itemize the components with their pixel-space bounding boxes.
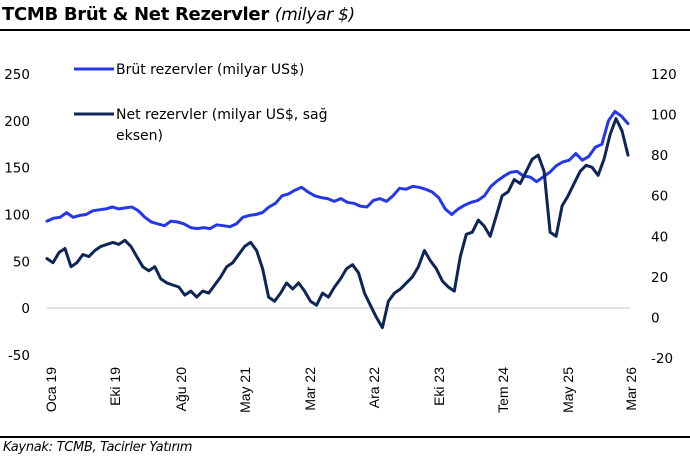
series-line-gross-reserves <box>45 110 630 231</box>
x-tick-label: Ağu 20 <box>173 367 189 412</box>
series-line-net-reserves <box>45 117 630 330</box>
x-tick-label: May 21 <box>237 367 253 413</box>
left-tick-label: 200 <box>4 114 30 130</box>
legend-label-gross: Brüt rezervler (milyar US$) <box>116 62 304 78</box>
chart-title: TCMB Brüt & Net Rezervler (milyar $) <box>2 4 355 25</box>
x-tick-label: Ara 22 <box>366 367 382 408</box>
x-tick-label: May 25 <box>560 367 576 413</box>
right-tick-label: 40 <box>651 229 668 245</box>
right-tick-label: 120 <box>651 67 677 83</box>
right-tick-label: 20 <box>651 270 668 286</box>
left-tick-label: 50 <box>13 254 30 270</box>
title-underline <box>0 29 690 31</box>
right-tick-label: 60 <box>651 189 668 205</box>
legend-label-net-line2: eksen) <box>116 128 163 144</box>
right-axis: 120 100 80 60 40 20 0 -20 <box>651 67 677 367</box>
series-lines <box>45 110 630 330</box>
left-tick-label: 0 <box>21 301 30 317</box>
x-tick-label: Tem 24 <box>495 367 511 413</box>
right-tick-label: 80 <box>651 148 668 164</box>
left-axis: 250 200 150 100 50 0 -50 <box>4 67 30 364</box>
chart-title-unit: (milyar $) <box>274 5 355 25</box>
source-divider <box>0 436 690 438</box>
x-tick-label: Mar 26 <box>623 367 639 411</box>
left-tick-label: 250 <box>4 67 30 83</box>
left-tick-label: 150 <box>4 161 30 177</box>
left-tick-label: -50 <box>8 348 30 364</box>
legend-label-net-line1: Net rezervler (milyar US$, sağ <box>116 107 327 123</box>
chart-title-main: TCMB Brüt & Net Rezervler <box>2 4 269 25</box>
left-tick-label: 100 <box>4 208 30 224</box>
right-tick-label: 0 <box>651 310 660 326</box>
right-tick-label: 100 <box>651 108 677 124</box>
x-tick-label: Mar 22 <box>302 367 318 411</box>
x-axis: Oca 19 Eki 19 Ağu 20 May 21 Mar 22 Ara 22 Eki … <box>43 367 639 413</box>
legend: Brüt rezervler (milyar US$) Net rezervle… <box>74 62 327 144</box>
right-tick-label: -20 <box>651 351 673 367</box>
x-tick-label: Eki 23 <box>431 367 447 406</box>
x-tick-label: Eki 19 <box>107 367 123 406</box>
source-note: Kaynak: TCMB, Tacirler Yatırım <box>3 440 193 455</box>
x-tick-label: Oca 19 <box>43 367 59 412</box>
